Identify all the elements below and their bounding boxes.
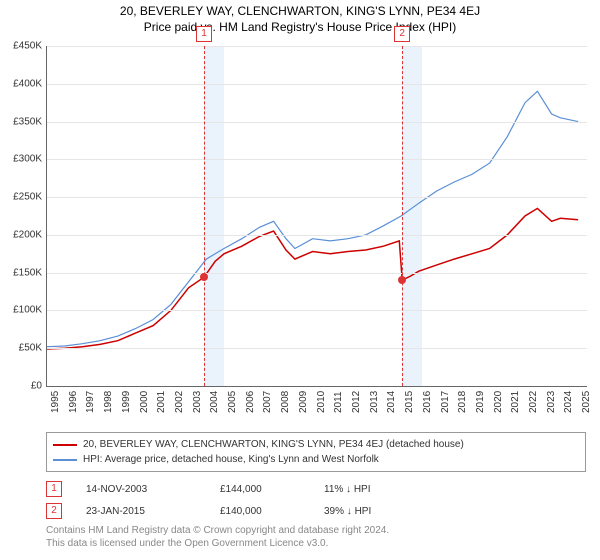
- x-tick-label: 2022: [528, 391, 539, 413]
- x-tick-label: 2023: [546, 391, 557, 413]
- sale-date: 23-JAN-2015: [86, 506, 196, 517]
- chart-title-address: 20, BEVERLEY WAY, CLENCHWARTON, KING'S L…: [0, 0, 600, 18]
- legend-box: 20, BEVERLEY WAY, CLENCHWARTON, KING'S L…: [46, 432, 586, 472]
- gridline-h: [47, 122, 587, 123]
- x-tick-label: 2018: [457, 391, 468, 413]
- x-tick-label: 1999: [121, 391, 132, 413]
- x-tick-label: 1997: [85, 391, 96, 413]
- legend-swatch-property: [53, 444, 77, 446]
- sale-point-icon: [398, 276, 406, 284]
- x-tick-label: 2014: [386, 391, 397, 413]
- sale-badge-icon: 2: [46, 503, 62, 519]
- footer-line2: This data is licensed under the Open Gov…: [46, 537, 586, 550]
- series-line-hpi: [47, 91, 578, 346]
- sale-badge-marker: 1: [196, 26, 212, 42]
- series-svg: [47, 46, 587, 386]
- gridline-h: [47, 235, 587, 236]
- x-tick-label: 2013: [369, 391, 380, 413]
- y-tick-label: £350K: [2, 116, 42, 127]
- y-tick-label: £100K: [2, 305, 42, 316]
- sale-diff: 39% ↓ HPI: [324, 506, 434, 517]
- gridline-h: [47, 159, 587, 160]
- chart-container: 20, BEVERLEY WAY, CLENCHWARTON, KING'S L…: [0, 0, 600, 560]
- x-tick-label: 1998: [103, 391, 114, 413]
- y-tick-label: £400K: [2, 78, 42, 89]
- sale-dashed-line: [402, 46, 403, 386]
- x-tick-label: 2012: [351, 391, 362, 413]
- x-tick-label: 2003: [192, 391, 203, 413]
- x-tick-label: 2005: [227, 391, 238, 413]
- x-tick-label: 2009: [298, 391, 309, 413]
- x-tick-label: 2010: [316, 391, 327, 413]
- sales-table: 1 14-NOV-2003 £144,000 11% ↓ HPI 2 23-JA…: [46, 478, 586, 522]
- x-tick-label: 2004: [209, 391, 220, 413]
- sale-price: £144,000: [220, 484, 300, 495]
- gridline-h: [47, 46, 587, 47]
- sale-badge-marker: 2: [394, 26, 410, 42]
- x-tick-label: 2011: [333, 391, 344, 413]
- sale-badge-icon: 1: [46, 481, 62, 497]
- y-tick-label: £150K: [2, 267, 42, 278]
- legend-swatch-hpi: [53, 459, 77, 461]
- sale-point-icon: [200, 273, 208, 281]
- gridline-h: [47, 84, 587, 85]
- sale-date: 14-NOV-2003: [86, 484, 196, 495]
- x-tick-label: 2006: [245, 391, 256, 413]
- legend-label-hpi: HPI: Average price, detached house, King…: [83, 452, 379, 467]
- gridline-h: [47, 348, 587, 349]
- sale-price: £140,000: [220, 506, 300, 517]
- x-tick-label: 1995: [50, 391, 61, 413]
- x-tick-label: 2002: [174, 391, 185, 413]
- y-tick-label: £450K: [2, 41, 42, 52]
- x-tick-label: 1996: [68, 391, 79, 413]
- x-tick-label: 2000: [139, 391, 150, 413]
- sale-diff: 11% ↓ HPI: [324, 484, 434, 495]
- y-tick-label: £50K: [2, 343, 42, 354]
- x-tick-label: 2015: [404, 391, 415, 413]
- x-tick-label: 2017: [440, 391, 451, 413]
- x-tick-label: 2021: [510, 391, 521, 413]
- sales-row: 2 23-JAN-2015 £140,000 39% ↓ HPI: [46, 500, 586, 522]
- footer-attribution: Contains HM Land Registry data © Crown c…: [46, 524, 586, 550]
- x-tick-label: 2008: [280, 391, 291, 413]
- footer-line1: Contains HM Land Registry data © Crown c…: [46, 524, 586, 537]
- x-tick-label: 2024: [563, 391, 574, 413]
- x-tick-label: 2007: [262, 391, 273, 413]
- y-tick-label: £0: [2, 381, 42, 392]
- y-tick-label: £300K: [2, 154, 42, 165]
- plot-area: 1995199619971998199920002001200220032004…: [46, 46, 587, 387]
- gridline-h: [47, 310, 587, 311]
- gridline-h: [47, 273, 587, 274]
- chart-subtitle: Price paid vs. HM Land Registry's House …: [0, 18, 600, 34]
- x-tick-label: 2020: [493, 391, 504, 413]
- legend-row-hpi: HPI: Average price, detached house, King…: [53, 452, 579, 467]
- x-tick-label: 2001: [156, 391, 167, 413]
- legend-label-property: 20, BEVERLEY WAY, CLENCHWARTON, KING'S L…: [83, 437, 464, 452]
- x-tick-label: 2019: [475, 391, 486, 413]
- sale-dashed-line: [204, 46, 205, 386]
- x-tick-label: 2025: [581, 391, 592, 413]
- gridline-h: [47, 197, 587, 198]
- legend-row-property: 20, BEVERLEY WAY, CLENCHWARTON, KING'S L…: [53, 437, 579, 452]
- series-line-property: [47, 208, 578, 349]
- sales-row: 1 14-NOV-2003 £144,000 11% ↓ HPI: [46, 478, 586, 500]
- y-tick-label: £200K: [2, 229, 42, 240]
- y-tick-label: £250K: [2, 192, 42, 203]
- x-tick-label: 2016: [422, 391, 433, 413]
